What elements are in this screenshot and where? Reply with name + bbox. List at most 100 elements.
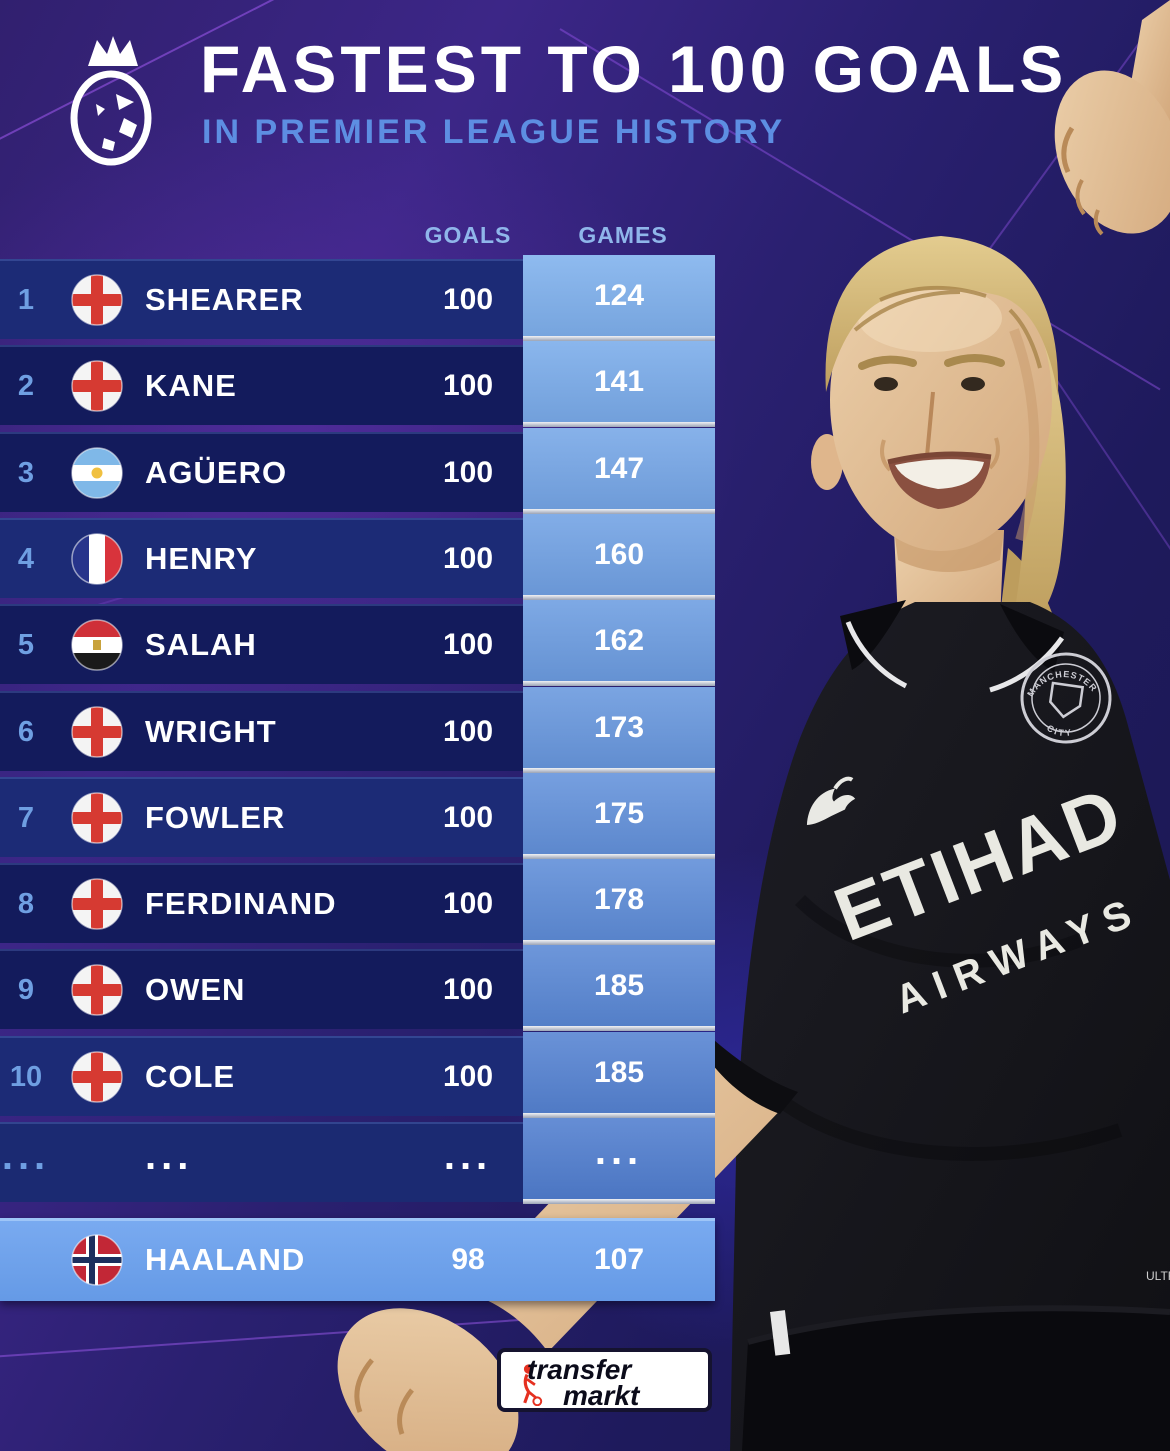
england-flag-icon [71,878,123,930]
player-name: SHEARER [145,282,304,317]
games-cell-divider [523,768,715,773]
games-cell-divider [523,1199,715,1204]
page-title: FASTEST TO 100 GOALS [200,32,1068,106]
goals-value: 100 [442,628,494,661]
games-cell-divider [523,509,715,514]
goals-value: 100 [442,715,494,748]
games-cell-divider [523,336,715,341]
transfermarkt-line2: markt [563,1380,640,1411]
player-name: ... [145,1134,194,1178]
column-header-games: GAMES [578,222,668,248]
games-cell-divider [523,595,715,600]
player-name: FERDINAND [145,886,337,921]
jersey [730,600,1170,1451]
norway-flag-icon [71,1234,123,1286]
games-value: 173 [593,711,645,744]
goals-value: 100 [442,973,494,1006]
games-cell-divider [523,940,715,945]
table-row: 9 OWEN 100 [0,949,523,1029]
table-row: 6 WRIGHT 100 [0,691,523,771]
games-cell: 160 [523,514,715,600]
goals-value: 100 [442,283,494,316]
player-name: WRIGHT [145,714,277,749]
argentina-flag-icon [71,447,123,499]
games-value: 162 [593,624,645,657]
hair [825,236,1059,396]
table-row: 4 HENRY 100 [0,518,523,598]
games-cell: 175 [523,773,715,859]
player-name: HENRY [145,541,258,576]
games-value: 178 [593,883,645,916]
games-cell-divider [523,422,715,427]
player-name: KANE [145,368,237,403]
player-name: FOWLER [145,800,286,835]
rank-label: 2 [17,370,35,402]
shorts [742,1308,1170,1451]
rank-label: 4 [17,543,35,575]
player-name: AGÜERO [145,455,288,490]
france-flag-icon [71,533,123,585]
table-row: 10 COLE 100 [0,1036,523,1116]
games-cell: 173 [523,687,715,773]
rank-label: 8 [17,888,35,920]
games-value: 185 [593,969,645,1002]
rank-label: ... [1,1134,51,1178]
england-flag-icon [71,274,123,326]
jersey-hem-tag [770,1310,791,1356]
games-value: 141 [593,365,645,398]
england-flag-icon [71,706,123,758]
player-name: COLE [145,1059,236,1094]
page-subtitle: IN PREMIER LEAGUE HISTORY [202,113,786,152]
games-value: 160 [593,538,645,571]
premier-league-lion-icon [70,36,152,166]
games-value: 147 [593,452,645,485]
rank-label: 7 [17,802,35,834]
table-row: 3 AGÜERO 100 [0,432,523,512]
column-header-goals: GOALS [424,222,512,248]
player-name: SALAH [145,627,257,662]
games-cell: ... [523,1118,715,1204]
games-cell: 162 [523,600,715,686]
goals-value: 100 [442,801,494,834]
rank-label: 3 [17,457,35,489]
transfermarkt-line1: transfer [527,1354,632,1385]
puma-logo-icon [806,776,856,826]
games-value: 175 [593,797,645,830]
highlight-row-haaland: HAALAND 98 107 [0,1218,715,1301]
games-cell-divider [523,681,715,686]
egypt-flag-icon [71,619,123,671]
games-cell: 141 [523,341,715,427]
jersey-side-label: ULTR [1146,1269,1170,1283]
face [811,249,1052,551]
transfermarkt-logo: transfer markt [497,1348,712,1412]
goals-value: 100 [442,542,494,575]
goals-value: 100 [442,1060,494,1093]
table-row: ......... [0,1122,523,1202]
rank-label: 1 [17,284,35,316]
games-value: 107 [593,1243,645,1276]
games-cell: 124 [523,255,715,341]
rank-label: 10 [9,1061,43,1093]
transfermarkt-player-icon [523,1364,543,1406]
england-flag-icon [71,360,123,412]
games-cell-divider [523,1026,715,1031]
goals-value: 98 [451,1243,485,1276]
goals-value: 100 [442,369,494,402]
table-row: 2 KANE 100 [0,345,523,425]
table-row: 5 SALAH 100 [0,604,523,684]
games-value: 124 [593,279,645,312]
table-row: 1 SHEARER 100 [0,259,523,339]
england-flag-icon [71,792,123,844]
games-cell: 178 [523,859,715,945]
goals-value: 100 [442,456,494,489]
raised-fist [1054,0,1170,236]
rank-label: 6 [17,716,35,748]
games-cell: 185 [523,945,715,1031]
games-cell-divider [523,1113,715,1118]
table-row: 7 FOWLER 100 [0,777,523,857]
games-cell: 185 [523,1032,715,1118]
rank-label: 9 [17,974,35,1006]
rank-label: 5 [17,629,35,661]
england-flag-icon [71,964,123,1016]
